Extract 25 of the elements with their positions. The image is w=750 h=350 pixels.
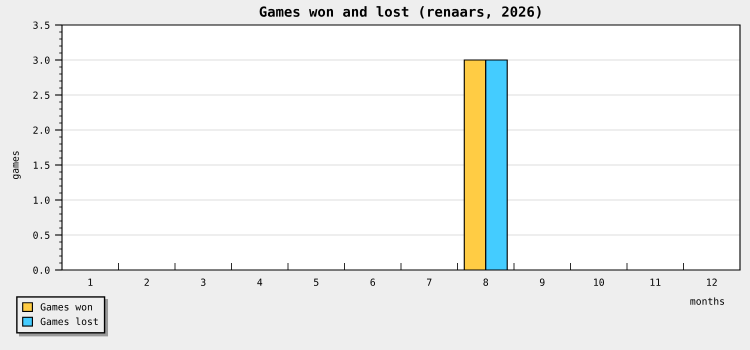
x-tick-label: 10 [594, 278, 604, 286]
y-tick-label: 2.5 [33, 92, 50, 99]
x-tick-label: 2 [144, 278, 149, 286]
y-tick-label: 0.0 [33, 266, 50, 274]
legend-label: Games won [40, 303, 92, 311]
legend-label: Games lost [40, 318, 98, 326]
x-tick-label: 9 [540, 278, 545, 286]
x-tick-label: 7 [426, 278, 432, 286]
x-tick-label: 5 [314, 278, 318, 286]
y-tick-label: 0.5 [33, 232, 50, 239]
chart-title: Games won and lost (renaars, 2026) [260, 6, 541, 19]
x-tick-label: 3 [200, 278, 206, 286]
x-axis-title: months [690, 297, 724, 305]
x-tick-label: 6 [370, 278, 376, 286]
y-tick-label: 3.5 [33, 22, 50, 29]
x-tick-label: 4 [257, 278, 262, 286]
y-tick-label: 1.0 [34, 196, 50, 204]
y-tick-label: 3.0 [33, 56, 50, 64]
x-tick-label: 11 [650, 278, 660, 286]
y-axis-title: games [13, 151, 21, 180]
x-tick-label: 1 [88, 278, 93, 286]
x-tick-label: 12 [707, 278, 717, 286]
x-tick-label: 8 [483, 278, 488, 286]
y-tick-label: 2.0 [33, 126, 50, 134]
y-tick-label: 1.5 [34, 162, 50, 169]
